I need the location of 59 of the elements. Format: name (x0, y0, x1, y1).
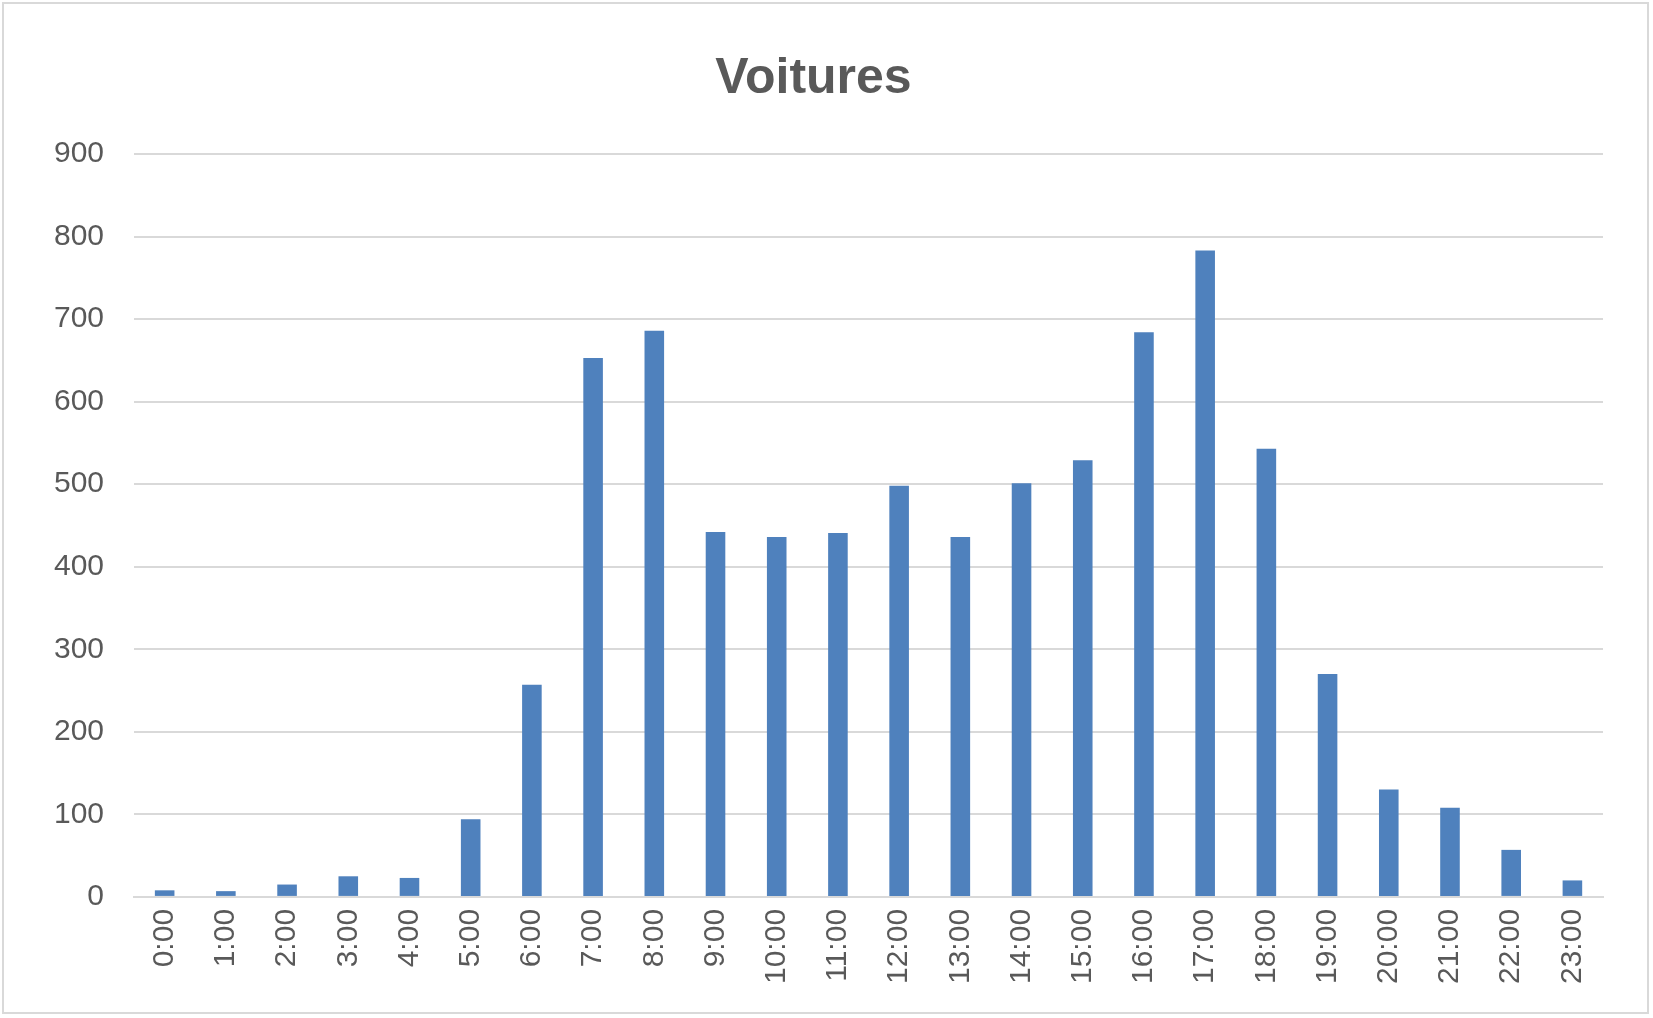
x-tick-label: 2:00 (268, 908, 302, 968)
y-tick-label: 900 (53, 135, 105, 169)
y-tick-label: 300 (53, 630, 105, 664)
y-tick-label: 500 (53, 465, 105, 499)
bar (1256, 448, 1277, 896)
bar (583, 357, 603, 896)
x-tick-label: 21:00 (1431, 908, 1465, 984)
bar (889, 485, 909, 896)
x-tick-label: 18:00 (1247, 908, 1281, 984)
bar (338, 876, 359, 896)
x-tick-label: 8:00 (635, 908, 669, 968)
x-tick-label: 4:00 (390, 908, 424, 968)
x-tick-label: 5:00 (451, 908, 485, 968)
bar (1134, 332, 1154, 896)
x-tick-label: 20:00 (1370, 908, 1404, 984)
bar (828, 532, 848, 896)
x-tick-label: 12:00 (880, 908, 914, 984)
x-tick-label: 3:00 (329, 908, 363, 968)
bar (1501, 849, 1521, 896)
bar (1440, 807, 1460, 896)
bar (154, 890, 175, 896)
x-tick-label: 6:00 (513, 908, 547, 968)
x-tick-label: 9:00 (696, 908, 730, 968)
y-tick-label: 800 (53, 217, 105, 251)
bar (399, 877, 420, 896)
x-tick-label: 0:00 (145, 908, 179, 968)
x-tick-label: 1:00 (207, 908, 241, 968)
bar (1195, 250, 1215, 896)
x-tick-label: 19:00 (1308, 908, 1342, 984)
x-tick-label: 11:00 (819, 908, 853, 982)
y-tick-label: 600 (53, 382, 105, 416)
bar (1562, 880, 1583, 896)
bar (1378, 789, 1399, 896)
bar (277, 884, 297, 896)
bar (1317, 674, 1338, 896)
y-tick-label: 0 (87, 878, 105, 912)
x-tick-label: 10:00 (757, 908, 791, 984)
y-tick-label: 700 (53, 300, 105, 334)
bar (705, 532, 726, 896)
x-tick-label: 15:00 (1064, 908, 1098, 984)
bar (216, 891, 236, 896)
x-tick-label: 14:00 (1002, 908, 1036, 984)
y-tick-label: 100 (53, 795, 105, 829)
y-tick-label: 200 (53, 713, 105, 747)
x-tick-label: 22:00 (1492, 908, 1526, 984)
bar (522, 684, 542, 896)
bar (460, 819, 481, 896)
y-tick-label: 400 (53, 548, 105, 581)
x-tick-label: 7:00 (574, 908, 608, 968)
x-tick-label: 17:00 (1186, 908, 1220, 984)
bar (766, 537, 787, 896)
bar (1011, 483, 1032, 896)
x-tick-label: 13:00 (941, 908, 975, 984)
x-tick-label: 23:00 (1553, 908, 1587, 984)
bar (644, 330, 665, 896)
x-tick-label: 16:00 (1125, 908, 1159, 984)
bar (950, 537, 971, 896)
bar (1072, 460, 1093, 896)
chart-title: Voitures (715, 47, 912, 104)
